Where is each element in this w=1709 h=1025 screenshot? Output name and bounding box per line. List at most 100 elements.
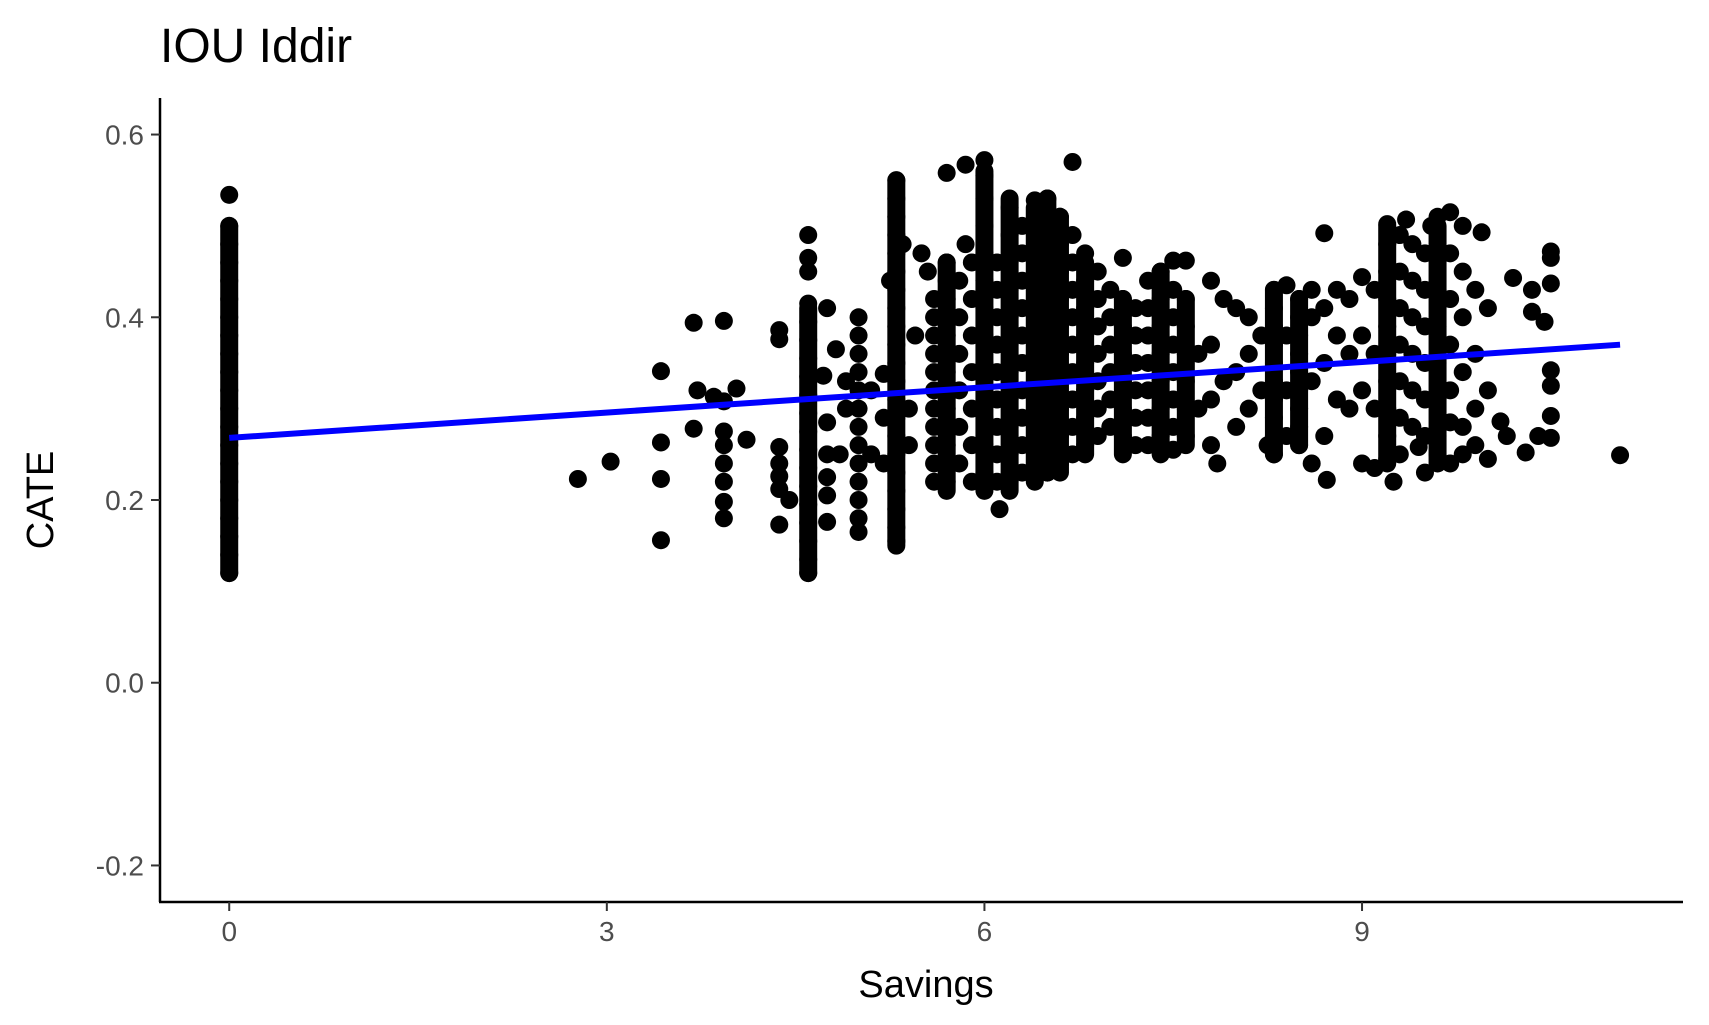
data-point-374 xyxy=(1365,280,1384,299)
data-point-175 xyxy=(975,408,994,427)
data-point-135 xyxy=(925,472,944,491)
data-point-405 xyxy=(1415,280,1434,299)
data-point-282 xyxy=(1126,381,1145,400)
data-point-107 xyxy=(887,335,906,354)
data-point-191 xyxy=(1000,280,1019,299)
data-point-271 xyxy=(1101,417,1120,436)
data-point-210 xyxy=(1025,216,1044,235)
data-point-40 xyxy=(737,430,756,449)
data-point-69 xyxy=(818,299,837,318)
data-point-305 xyxy=(1164,417,1183,436)
data-point-234 xyxy=(1050,290,1069,308)
data-point-313 xyxy=(1176,427,1195,446)
data-point-160 xyxy=(962,326,981,345)
data-point-179 xyxy=(988,280,1007,299)
data-point-197 xyxy=(1000,445,1019,464)
data-point-89 xyxy=(849,491,868,509)
data-point-424 xyxy=(1441,381,1460,400)
data-point-167 xyxy=(975,189,994,208)
data-point-152 xyxy=(950,344,969,363)
data-point-76 xyxy=(830,445,849,464)
data-point-239 xyxy=(1050,427,1069,446)
data-point-146 xyxy=(937,436,956,455)
y-tick-label: 0.4 xyxy=(105,302,144,333)
data-point-165 xyxy=(975,151,994,170)
data-point-39 xyxy=(727,379,746,398)
data-point-163 xyxy=(962,436,981,455)
data-point-176 xyxy=(975,436,994,455)
data-point-50 xyxy=(799,248,818,267)
data-point-230 xyxy=(1038,463,1057,482)
data-point-260 xyxy=(1088,290,1107,308)
data-point-397 xyxy=(1403,235,1422,254)
data-point-129 xyxy=(925,363,944,382)
y-axis-ticks: -0.2 0.0 0.2 0.4 0.6 xyxy=(96,120,160,881)
data-point-220 xyxy=(1038,189,1057,208)
data-point-259 xyxy=(1088,262,1107,281)
data-point-231 xyxy=(1050,207,1069,226)
data-point-17 xyxy=(220,491,239,509)
data-point-1 xyxy=(220,564,239,583)
data-point-335 xyxy=(1264,335,1283,354)
data-point-164 xyxy=(962,472,981,491)
y-tick-label: -0.2 xyxy=(96,850,144,881)
data-point-73 xyxy=(818,486,837,505)
data-point-242 xyxy=(1063,226,1082,245)
data-point-55 xyxy=(799,349,818,368)
data-point-406 xyxy=(1415,317,1434,336)
data-point-274 xyxy=(1113,317,1132,336)
data-point-188 xyxy=(1000,198,1019,217)
data-point-376 xyxy=(1365,399,1384,418)
data-point-333 xyxy=(1264,299,1283,318)
data-point-150 xyxy=(950,271,969,290)
data-point-170 xyxy=(975,271,994,290)
data-point-297 xyxy=(1151,399,1170,418)
data-point-67 xyxy=(799,564,818,583)
data-point-151 xyxy=(950,308,969,327)
data-point-99 xyxy=(887,189,906,208)
data-point-8 xyxy=(220,326,239,345)
data-point-111 xyxy=(887,408,906,427)
data-point-273 xyxy=(1113,290,1132,308)
data-point-228 xyxy=(1038,408,1057,427)
data-point-342 xyxy=(1277,276,1296,295)
data-point-359 xyxy=(1315,224,1334,243)
data-point-371 xyxy=(1353,326,1372,345)
data-point-6 xyxy=(220,290,239,308)
data-point-328 xyxy=(1239,399,1258,418)
data-point-75 xyxy=(826,340,845,359)
data-point-289 xyxy=(1139,381,1158,400)
data-point-256 xyxy=(1076,381,1095,400)
data-point-61 xyxy=(799,459,818,478)
data-point-415 xyxy=(1428,317,1447,336)
data-point-252 xyxy=(1076,271,1095,290)
data-point-221 xyxy=(1038,216,1057,235)
data-point-189 xyxy=(1000,226,1019,245)
x-axis-ticks: 0 3 6 9 xyxy=(221,902,1370,947)
data-point-168 xyxy=(975,216,994,235)
data-point-253 xyxy=(1076,299,1095,318)
data-point-184 xyxy=(988,417,1007,436)
data-point-280 xyxy=(1126,326,1145,345)
x-tick-label: 6 xyxy=(977,916,993,947)
data-point-13 xyxy=(220,417,239,436)
data-point-133 xyxy=(925,436,944,455)
data-point-82 xyxy=(849,363,868,382)
data-point-442 xyxy=(1497,427,1516,446)
data-point-100 xyxy=(887,207,906,226)
data-point-207 xyxy=(1013,436,1032,455)
data-point-79 xyxy=(849,308,868,327)
data-point-180 xyxy=(988,308,1007,327)
data-point-20 xyxy=(220,545,239,564)
data-point-224 xyxy=(1038,299,1057,318)
data-point-290 xyxy=(1139,408,1158,427)
data-point-72 xyxy=(818,468,837,487)
data-point-3 xyxy=(220,235,239,254)
data-point-354 xyxy=(1290,436,1309,455)
data-point-246 xyxy=(1063,335,1082,354)
data-point-368 xyxy=(1340,344,1359,363)
data-point-430 xyxy=(1453,363,1472,382)
data-point-35 xyxy=(714,454,733,473)
x-tick-label: 9 xyxy=(1354,916,1370,947)
